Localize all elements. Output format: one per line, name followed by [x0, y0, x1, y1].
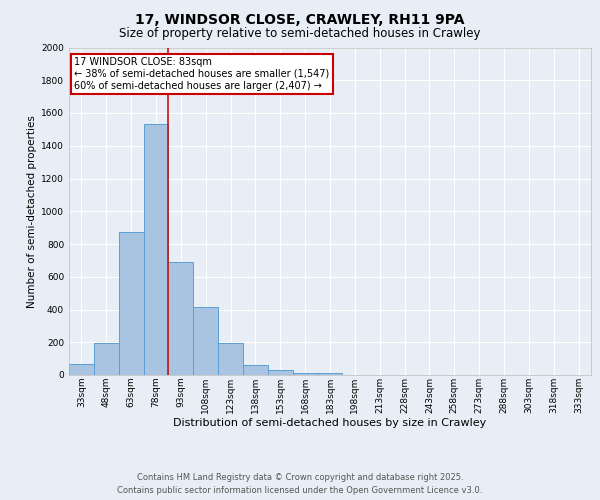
- Y-axis label: Number of semi-detached properties: Number of semi-detached properties: [27, 115, 37, 308]
- Bar: [119, 232, 143, 375]
- Bar: [169, 262, 193, 375]
- Text: 17 WINDSOR CLOSE: 83sqm
← 38% of semi-detached houses are smaller (1,547)
60% of: 17 WINDSOR CLOSE: 83sqm ← 38% of semi-de…: [74, 58, 329, 90]
- Bar: [317, 372, 343, 375]
- Bar: [69, 364, 94, 375]
- Bar: [243, 365, 268, 375]
- Bar: [143, 124, 169, 375]
- X-axis label: Distribution of semi-detached houses by size in Crawley: Distribution of semi-detached houses by …: [173, 418, 487, 428]
- Bar: [193, 307, 218, 375]
- Text: 17, WINDSOR CLOSE, CRAWLEY, RH11 9PA: 17, WINDSOR CLOSE, CRAWLEY, RH11 9PA: [135, 12, 465, 26]
- Bar: [268, 370, 293, 375]
- Text: Contains HM Land Registry data © Crown copyright and database right 2025.
Contai: Contains HM Land Registry data © Crown c…: [118, 474, 482, 495]
- Bar: [293, 372, 317, 375]
- Bar: [218, 343, 243, 375]
- Text: Size of property relative to semi-detached houses in Crawley: Size of property relative to semi-detach…: [119, 28, 481, 40]
- Bar: [94, 343, 119, 375]
